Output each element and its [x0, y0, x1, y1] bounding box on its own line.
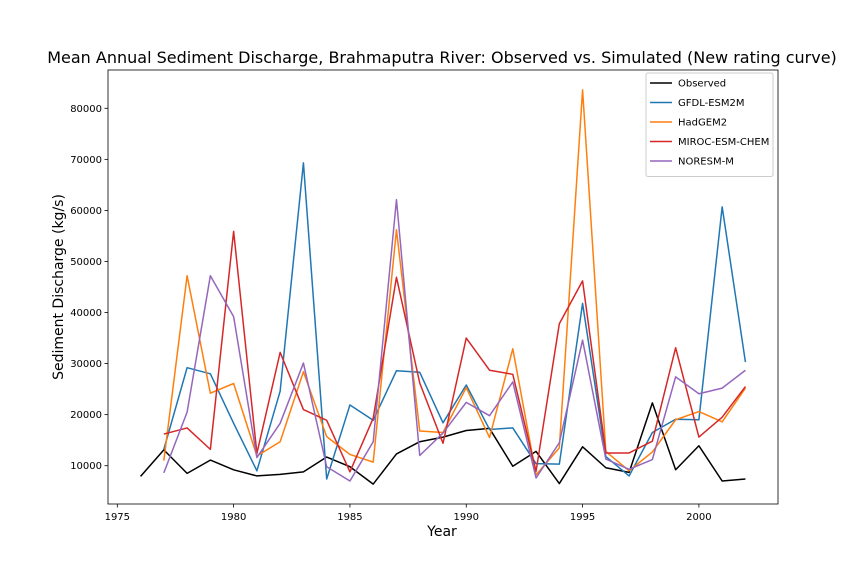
chart-title: Mean Annual Sediment Discharge, Brahmapu…: [47, 48, 837, 67]
x-axis-title: Year: [426, 524, 457, 540]
legend-item: MIROC-ESM-CHEM: [650, 137, 769, 148]
x-tick-label: 1995: [570, 512, 595, 523]
axes-layer: 1975 1980 1985 1990 1995 2000 10000 20000 30000 4…: [70, 69, 779, 523]
legend-item: NORESM-M: [650, 157, 734, 168]
series-line-miroc-esm-chem: [163, 230, 747, 473]
legend-item: GFDL-ESM2M: [650, 98, 745, 109]
series-points-1: [163, 162, 746, 479]
y-tick-label: 40000: [70, 308, 102, 319]
legend-label: NORESM-M: [678, 157, 734, 168]
legend-item: HadGEM2: [650, 118, 727, 129]
legend-box: [645, 72, 774, 177]
series-layer: [140, 89, 747, 485]
y-tick-label: 60000: [70, 206, 102, 217]
series-line-noresm-m: [163, 198, 746, 482]
series-line-gfdl-esm2m: [163, 162, 747, 480]
legend: Observed GFDL-ESM2M HadGEM2 MIROC-ESM-CHEM N…: [645, 72, 774, 177]
legend-label: Observed: [678, 79, 726, 90]
legend-label: GFDL-ESM2M: [678, 98, 745, 109]
x-tick-label: 2000: [686, 512, 711, 523]
y-tick-label: 20000: [70, 410, 102, 421]
y-tick-label: 30000: [70, 359, 102, 370]
plot-frame: [107, 69, 779, 505]
legend-label: HadGEM2: [678, 118, 727, 129]
y-tick-label: 70000: [70, 155, 102, 166]
y-axis-title: Sediment Discharge (kg/s): [51, 194, 67, 380]
y-tick-label: 10000: [70, 461, 102, 472]
x-tick-label: 1975: [105, 512, 130, 523]
legend-item: Observed: [650, 79, 726, 90]
y-tick-label: 50000: [70, 257, 102, 268]
series-points-4: [163, 199, 746, 482]
y-tick-label: 80000: [70, 104, 102, 115]
series-points-0: [140, 402, 746, 485]
legend-label: MIROC-ESM-CHEM: [678, 137, 769, 148]
series-line-hadgem2: [163, 89, 747, 476]
x-tick-label: 1980: [221, 512, 246, 523]
x-tick-label: 1985: [337, 512, 362, 523]
x-tick-label: 1990: [454, 512, 479, 523]
